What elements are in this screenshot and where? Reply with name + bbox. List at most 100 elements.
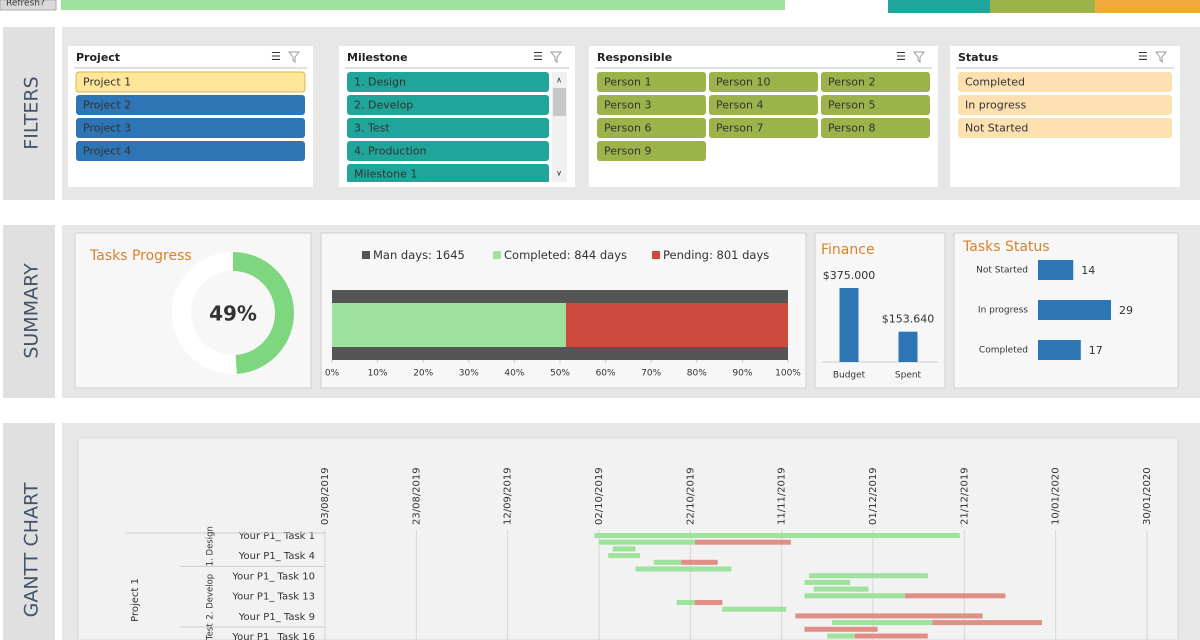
card-title: Finance — [821, 242, 875, 258]
slicer-item-label[interactable]: 1. Design — [354, 76, 406, 89]
section-label: FILTERS — [21, 76, 43, 149]
slicer-item[interactable] — [75, 71, 306, 93]
task-label: Your P1_ Task 10 — [231, 571, 315, 582]
slicer-item-label[interactable]: Person 2 — [828, 76, 875, 89]
gantt-completed — [813, 586, 869, 592]
gantt-completed — [831, 620, 933, 626]
slicer-item-label[interactable]: Milestone 1 — [354, 168, 417, 181]
slicer-title: Status — [958, 51, 999, 64]
task-label: Your P1_ Task 16 — [231, 632, 315, 640]
clear-icon[interactable] — [912, 51, 926, 64]
slicer-item[interactable] — [709, 118, 818, 138]
scroll-thumb[interactable] — [553, 88, 566, 116]
slicer-item-label[interactable]: Person 5 — [828, 99, 875, 112]
slicer-item-label[interactable]: Project 4 — [83, 145, 131, 158]
card — [74, 232, 312, 389]
x-tick-label: 70% — [641, 369, 661, 379]
slicer-item-label[interactable]: Project 2 — [83, 99, 131, 112]
slicer-item-label[interactable]: Person 1 — [604, 76, 651, 89]
slicer-item[interactable] — [76, 118, 305, 138]
slicer-item[interactable] — [958, 72, 1172, 92]
slicer-item[interactable] — [347, 72, 549, 92]
slicer-item[interactable] — [76, 95, 305, 115]
clear-icon[interactable] — [287, 51, 301, 64]
slicer-item[interactable] — [821, 72, 930, 92]
x-tick-label: 22/10/2019 — [685, 467, 696, 525]
slicer-item-label[interactable]: Completed — [965, 76, 1025, 89]
project-label: Project 1 — [130, 578, 141, 622]
slicer-item-label[interactable]: 2. Develop — [354, 99, 413, 112]
slicer-item-label[interactable]: Person 7 — [716, 122, 763, 135]
slicer-item-label[interactable]: Person 8 — [828, 122, 875, 135]
slicer-item[interactable] — [958, 95, 1172, 115]
milestone-label: 1. Design — [206, 526, 216, 566]
gantt-completed — [804, 593, 905, 599]
slicer-item-label[interactable]: Person 10 — [716, 76, 770, 89]
clear-icon[interactable] — [1154, 51, 1168, 64]
select-icon[interactable]: ☰ — [896, 50, 906, 63]
task-label: Your P1_ Task 13 — [231, 592, 315, 603]
slicer-item[interactable] — [347, 164, 549, 184]
slicer-item-label[interactable]: 3. Test — [354, 122, 390, 135]
slicer-item-label[interactable]: Person 3 — [604, 99, 651, 112]
slicer-item[interactable] — [709, 72, 818, 92]
refresh-button[interactable] — [0, 0, 57, 11]
clear-icon[interactable] — [549, 51, 563, 64]
task-label: Your P1_ Task 1 — [238, 531, 315, 542]
x-tick-label: 01/12/2019 — [868, 467, 879, 525]
card-title: Tasks Progress — [89, 248, 192, 264]
bar — [1038, 340, 1081, 360]
slicer-item[interactable] — [821, 118, 930, 138]
legend-swatch — [652, 251, 660, 259]
slicer-item[interactable] — [347, 95, 549, 115]
slicer-item[interactable] — [597, 118, 706, 138]
value-label: 17 — [1089, 344, 1103, 357]
slicer-item[interactable] — [709, 95, 818, 115]
gantt-pending — [694, 600, 723, 605]
card-title: Tasks Status — [962, 239, 1050, 255]
select-icon[interactable]: ☰ — [1138, 50, 1148, 63]
scroll-down[interactable]: ∨ — [556, 169, 562, 178]
category-label: Completed — [979, 346, 1028, 356]
slicer-item-label[interactable]: 4. Production — [354, 145, 427, 158]
slicer-item-label[interactable]: Person 4 — [716, 99, 763, 112]
slicer-item-label[interactable]: Not Started — [965, 122, 1028, 135]
section-tab — [3, 225, 55, 398]
select-icon[interactable]: ☰ — [533, 50, 543, 63]
x-tick-label: 90% — [732, 369, 752, 379]
slicer-item-label[interactable]: Project 3 — [83, 122, 131, 135]
slicer-item[interactable] — [347, 141, 549, 161]
slicer-item[interactable] — [958, 118, 1172, 138]
x-tick-label: 20% — [413, 369, 433, 379]
slicer-item-label[interactable]: In progress — [965, 99, 1026, 112]
task-label: Your P1_ Task 9 — [238, 612, 315, 623]
refresh-label[interactable]: Refresh? — [6, 0, 45, 9]
category-label: In progress — [978, 306, 1028, 316]
gantt-completed — [809, 573, 928, 579]
select-icon[interactable]: ☰ — [271, 50, 281, 63]
slicer-item-label[interactable]: Person 9 — [604, 145, 651, 158]
legend-swatch — [493, 251, 501, 259]
gantt-completed — [608, 553, 641, 559]
value-label: 14 — [1081, 264, 1095, 277]
slicer-item-label[interactable]: Project 1 — [83, 76, 131, 89]
gantt-completed — [612, 546, 636, 552]
color-strip — [990, 0, 1095, 13]
slicer-item-label[interactable]: Person 6 — [604, 122, 651, 135]
x-tick-label: 03/08/2019 — [320, 467, 331, 525]
x-tick-label: 50% — [550, 369, 570, 379]
slicer-item[interactable] — [821, 95, 930, 115]
bar — [839, 288, 859, 362]
x-tick-label: 80% — [687, 369, 707, 379]
slicer-item[interactable] — [597, 72, 706, 92]
slicer-item[interactable] — [76, 141, 305, 161]
gantt-completed — [635, 566, 732, 572]
slicer-item[interactable] — [597, 95, 706, 115]
slicer-item[interactable] — [347, 118, 549, 138]
legend-label: Completed: 844 days — [504, 248, 627, 262]
slicer-item[interactable] — [597, 141, 706, 161]
slicer — [68, 46, 313, 187]
scroll-up[interactable]: ∧ — [556, 76, 562, 85]
milestone-label: 2. Develop — [206, 574, 216, 620]
